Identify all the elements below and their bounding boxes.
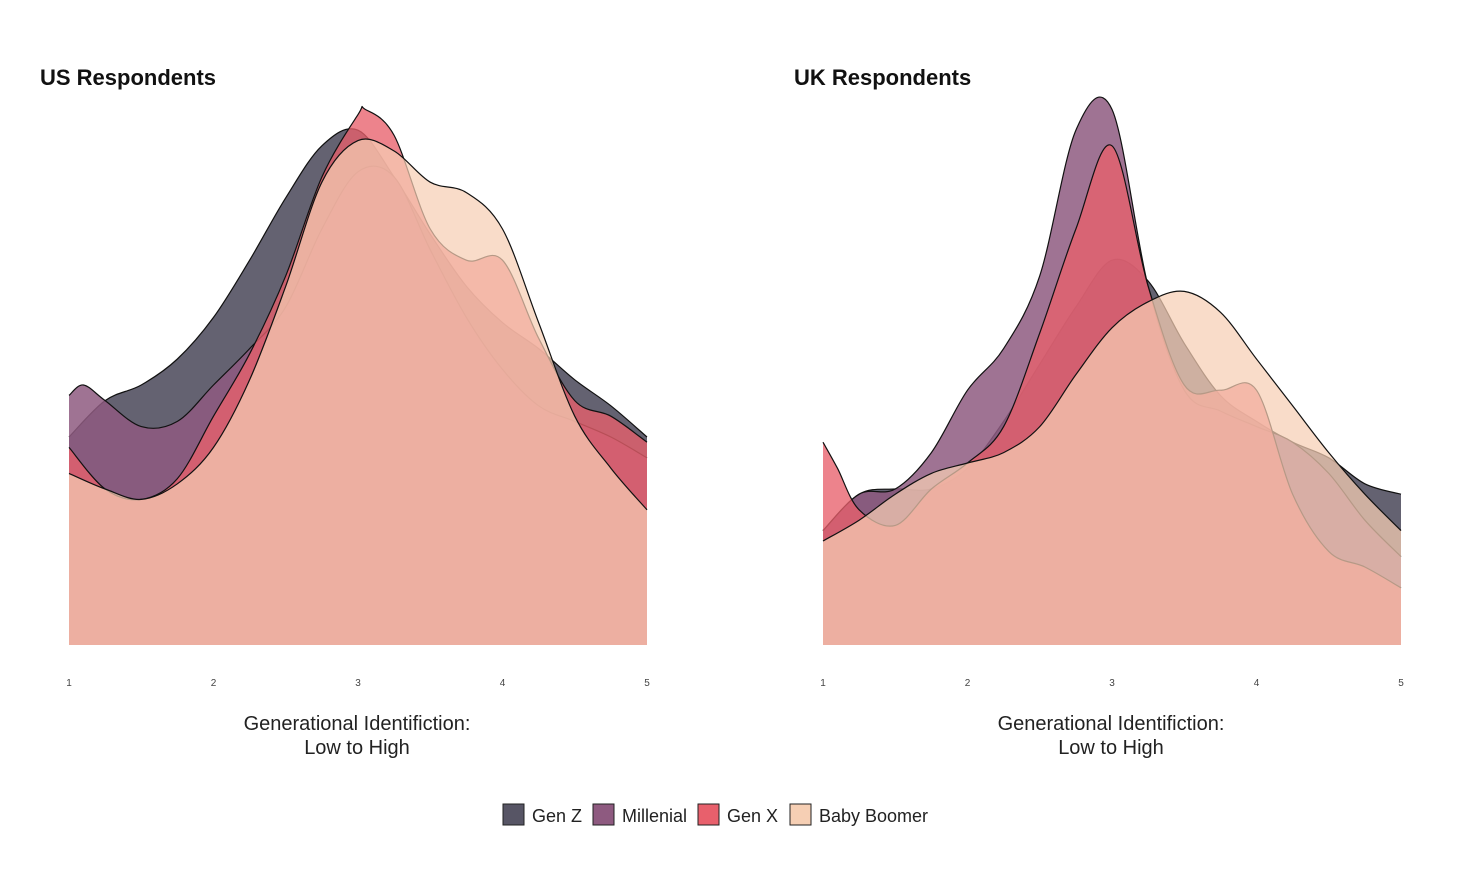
legend-label-millenial: Millenial bbox=[622, 806, 687, 826]
x-tick-label: 4 bbox=[500, 678, 506, 689]
x-tick-label: 3 bbox=[355, 678, 361, 689]
panel-uk: UK Respondents 1 2 3 4 5 Generational Identi… bbox=[794, 65, 1404, 759]
x-tick-label: 5 bbox=[1398, 678, 1404, 689]
density-areas bbox=[822, 96, 1402, 645]
density-areas bbox=[68, 105, 648, 646]
density-area-baby-boomer bbox=[69, 139, 647, 645]
legend-swatch-millenial bbox=[592, 803, 615, 826]
legend-swatch-baby-boomer bbox=[789, 803, 812, 826]
density-area-baby-boomer bbox=[823, 291, 1401, 645]
x-tick-label: 2 bbox=[965, 678, 971, 689]
x-tick-labels: 1 2 3 4 5 bbox=[66, 678, 650, 689]
legend-label-baby-boomer: Baby Boomer bbox=[819, 806, 928, 826]
panel-us: US Respondents 1 2 3 4 5 Generational Identi… bbox=[40, 65, 650, 759]
legend-swatch-gen-z bbox=[502, 803, 525, 826]
legend-label-gen-z: Gen Z bbox=[532, 806, 582, 826]
x-axis-label-line2: Low to High bbox=[304, 737, 410, 759]
x-tick-labels: 1 2 3 4 5 bbox=[820, 678, 1404, 689]
legend-item-baby-boomer: Baby Boomer bbox=[789, 803, 928, 826]
legend-item-millenial: Millenial bbox=[592, 803, 687, 826]
legend-label-gen-x: Gen X bbox=[727, 806, 778, 826]
x-tick-label: 3 bbox=[1109, 678, 1115, 689]
x-tick-label: 5 bbox=[644, 678, 650, 689]
legend: Gen Z Millenial Gen X Baby Boomer bbox=[502, 803, 928, 826]
x-axis-label-line1: Generational Identifiction: bbox=[244, 713, 471, 735]
panel-title: US Respondents bbox=[40, 65, 216, 90]
legend-item-gen-x: Gen X bbox=[697, 803, 778, 826]
legend-swatch-gen-x bbox=[697, 803, 720, 826]
density-outline-baby-boomer bbox=[68, 138, 648, 511]
x-axis-label-line1: Generational Identifiction: bbox=[998, 713, 1225, 735]
legend-item-gen-z: Gen Z bbox=[502, 803, 582, 826]
x-tick-label: 2 bbox=[211, 678, 217, 689]
x-axis-label-line2: Low to High bbox=[1058, 737, 1164, 759]
panel-title: UK Respondents bbox=[794, 65, 971, 90]
x-tick-label: 1 bbox=[820, 678, 826, 689]
x-tick-label: 4 bbox=[1254, 678, 1260, 689]
density-outline-baby-boomer bbox=[822, 290, 1402, 542]
x-tick-label: 1 bbox=[66, 678, 72, 689]
